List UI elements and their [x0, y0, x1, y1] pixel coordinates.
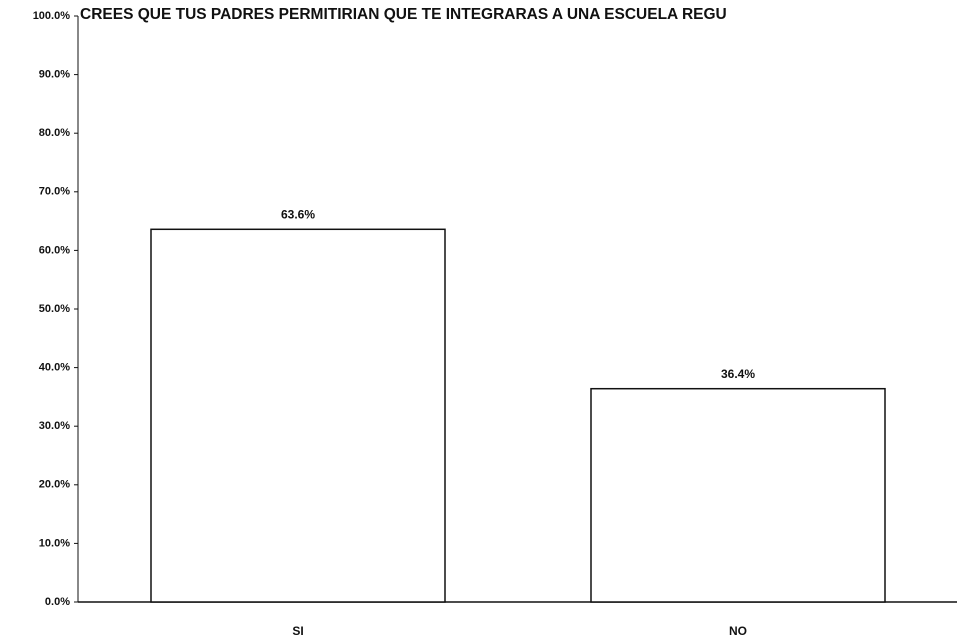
bar	[150, 228, 446, 603]
y-tick-label: 70.0%	[39, 186, 70, 198]
y-tick-label: 30.0%	[39, 420, 70, 432]
y-tick-label: 100.0%	[33, 10, 71, 22]
data-label: 36.4%	[721, 367, 755, 381]
y-tick-label: 40.0%	[39, 362, 70, 374]
x-tick-label: SI	[292, 624, 303, 638]
data-label: 63.6%	[281, 207, 315, 221]
y-tick-label: 80.0%	[39, 127, 70, 139]
y-tick-label: 0.0%	[45, 596, 70, 608]
y-tick-label: 60.0%	[39, 244, 70, 256]
chart-title: CREES QUE TUS PADRES PERMITIRIAN QUE TE …	[80, 6, 727, 23]
bar	[590, 387, 886, 603]
y-tick-label: 10.0%	[39, 537, 70, 549]
y-tick-label: 50.0%	[39, 303, 70, 315]
y-tick-label: 90.0%	[39, 69, 70, 81]
x-tick-label: NO	[729, 624, 747, 638]
y-tick-label: 20.0%	[39, 479, 70, 491]
